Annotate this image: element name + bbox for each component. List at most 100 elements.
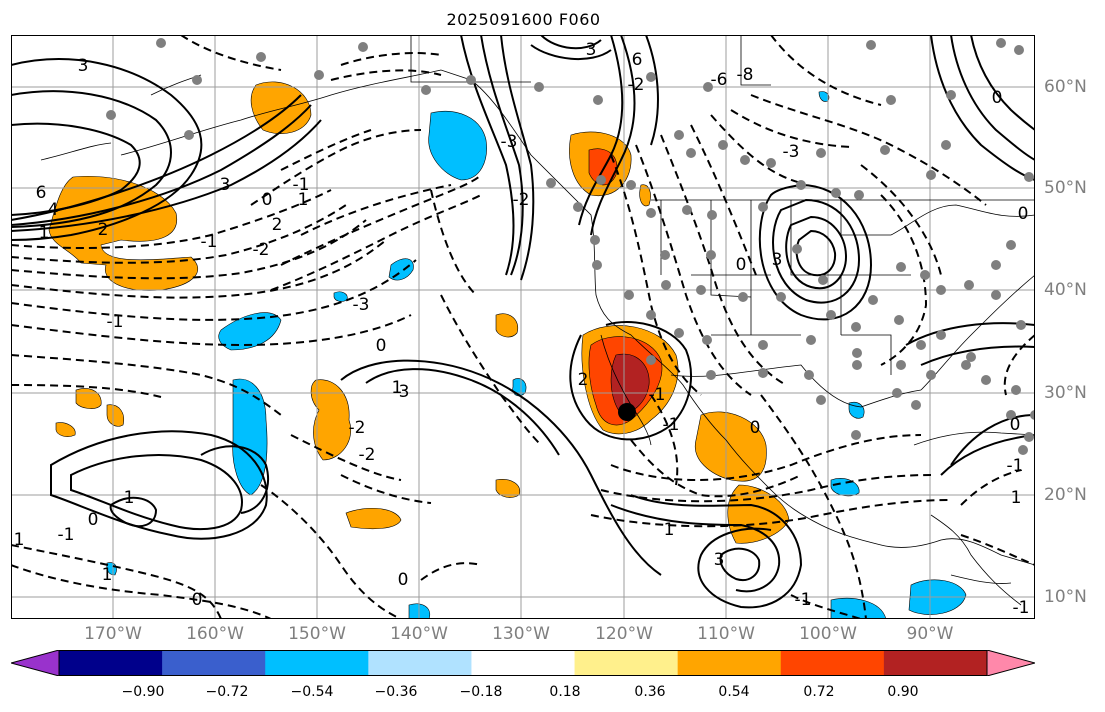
contours-dashed: [11, 35, 1035, 619]
colorbar-outline: [58, 650, 988, 676]
fill-orange: [345, 508, 402, 530]
svg-text:-8: -8: [737, 65, 754, 85]
svg-text:-1: -1: [58, 525, 75, 545]
lat-label: 50°N: [1044, 178, 1087, 198]
svg-text:-1: -1: [649, 385, 666, 405]
fill-deepskyblue: [830, 478, 860, 497]
fill-orange: [310, 379, 351, 461]
lat-label: 10°N: [1044, 587, 1087, 607]
colorbar-tick-label: 0.18: [549, 684, 581, 700]
svg-text:0: 0: [1010, 415, 1021, 435]
svg-text:0: 0: [88, 510, 99, 530]
svg-text:-1: -1: [293, 175, 310, 195]
svg-text:-3: -3: [501, 132, 518, 152]
colorbar-segment: [265, 650, 369, 676]
colorbar-tick-label: −0.36: [374, 684, 418, 700]
colorbar-extend-low: [11, 650, 60, 676]
colorbar-tick-label: 0.54: [718, 684, 750, 700]
svg-text:1: 1: [298, 190, 309, 210]
svg-text:0: 0: [192, 590, 203, 610]
svg-text:0: 0: [262, 190, 273, 210]
svg-text:2: 2: [578, 370, 589, 390]
lon-label: 160°W: [186, 624, 244, 644]
weather-map: 3 6 4 1 2 3 0 1 2 -2 -1 -3 0 1 -1 -2 1 0…: [11, 35, 1035, 619]
colorbar-segment: [780, 650, 885, 676]
svg-text:1: 1: [102, 565, 113, 585]
svg-text:1: 1: [1011, 488, 1022, 508]
fill-orange: [55, 422, 76, 437]
svg-text:-1: -1: [1007, 456, 1024, 476]
colorbar-segment: [883, 650, 988, 676]
colorbar-tick-label: 0.72: [803, 684, 835, 700]
svg-text:6: 6: [36, 183, 47, 203]
location-marker: [618, 403, 636, 421]
lon-label: 130°W: [492, 624, 550, 644]
svg-text:-1: -1: [795, 590, 812, 610]
svg-text:1: 1: [39, 223, 50, 243]
colorbar-tick-label: −0.54: [290, 684, 334, 700]
fill-orange: [106, 404, 124, 427]
colorbar-segment: [59, 650, 163, 676]
lon-label: 110°W: [697, 624, 755, 644]
lat-label: 60°N: [1044, 77, 1087, 97]
colorbar-extend-high: [986, 650, 1035, 676]
svg-text:2: 2: [272, 215, 283, 235]
station-markers: [106, 38, 1035, 455]
svg-text:0: 0: [398, 570, 409, 590]
svg-text:-2: -2: [349, 418, 366, 438]
fill-deepskyblue: [848, 402, 865, 419]
colorbar-segment: [677, 650, 782, 676]
colorbar-tick-label: 0.36: [634, 684, 666, 700]
svg-text:0: 0: [1018, 204, 1029, 224]
colorbar-segment: [471, 650, 576, 676]
lon-label: 150°W: [288, 624, 346, 644]
svg-text:0: 0: [992, 88, 1003, 108]
lon-label: 170°W: [84, 624, 142, 644]
svg-text:1: 1: [392, 378, 403, 398]
fill-firebrick: [610, 353, 650, 413]
svg-text:3: 3: [220, 175, 231, 195]
svg-text:1: 1: [664, 520, 675, 540]
svg-text:1: 1: [14, 530, 25, 550]
contours-solid: [11, 35, 1035, 609]
svg-text:-1: -1: [1013, 598, 1030, 618]
svg-text:-6: -6: [711, 70, 728, 90]
svg-text:3: 3: [586, 40, 597, 60]
svg-text:-3: -3: [353, 295, 370, 315]
fill-deepskyblue: [218, 312, 282, 351]
map-title: 2025091600 F060: [446, 10, 601, 29]
svg-text:-2: -2: [513, 190, 530, 210]
colorbar-tick-label: −0.18: [459, 684, 503, 700]
lon-label: 100°W: [799, 624, 857, 644]
colorbar-tick-label: 0.90: [887, 684, 919, 700]
colorbar-segment: [368, 650, 472, 676]
lat-label: 30°N: [1044, 383, 1087, 403]
fill-orange: [75, 388, 102, 409]
svg-text:-1: -1: [107, 312, 124, 332]
svg-text:0: 0: [736, 255, 747, 275]
fill-deepskyblue: [428, 111, 487, 181]
svg-text:1: 1: [124, 488, 135, 508]
colorbar-segment: [162, 650, 266, 676]
svg-text:-2: -2: [253, 240, 270, 260]
svg-text:3: 3: [772, 250, 783, 270]
svg-text:6: 6: [632, 50, 643, 70]
svg-text:3: 3: [714, 550, 725, 570]
svg-text:4: 4: [48, 200, 59, 220]
svg-text:3: 3: [78, 56, 89, 76]
colorbar-tick-label: −0.90: [121, 684, 165, 700]
svg-text:2: 2: [98, 220, 109, 240]
svg-text:0: 0: [750, 418, 761, 438]
fill-orange: [639, 184, 651, 207]
svg-text:0: 0: [376, 336, 387, 356]
lon-label: 120°W: [595, 624, 653, 644]
svg-text:-2: -2: [628, 75, 645, 95]
colorbar-segment: [574, 650, 679, 676]
svg-text:-3: -3: [783, 142, 800, 162]
colorbar-tick-label: −0.72: [205, 684, 249, 700]
svg-text:-3: -3: [393, 382, 410, 402]
lon-label: 90°W: [906, 624, 954, 644]
svg-text:-1: -1: [663, 415, 680, 435]
lat-label: 40°N: [1044, 280, 1087, 300]
colorbar: [11, 650, 1035, 676]
